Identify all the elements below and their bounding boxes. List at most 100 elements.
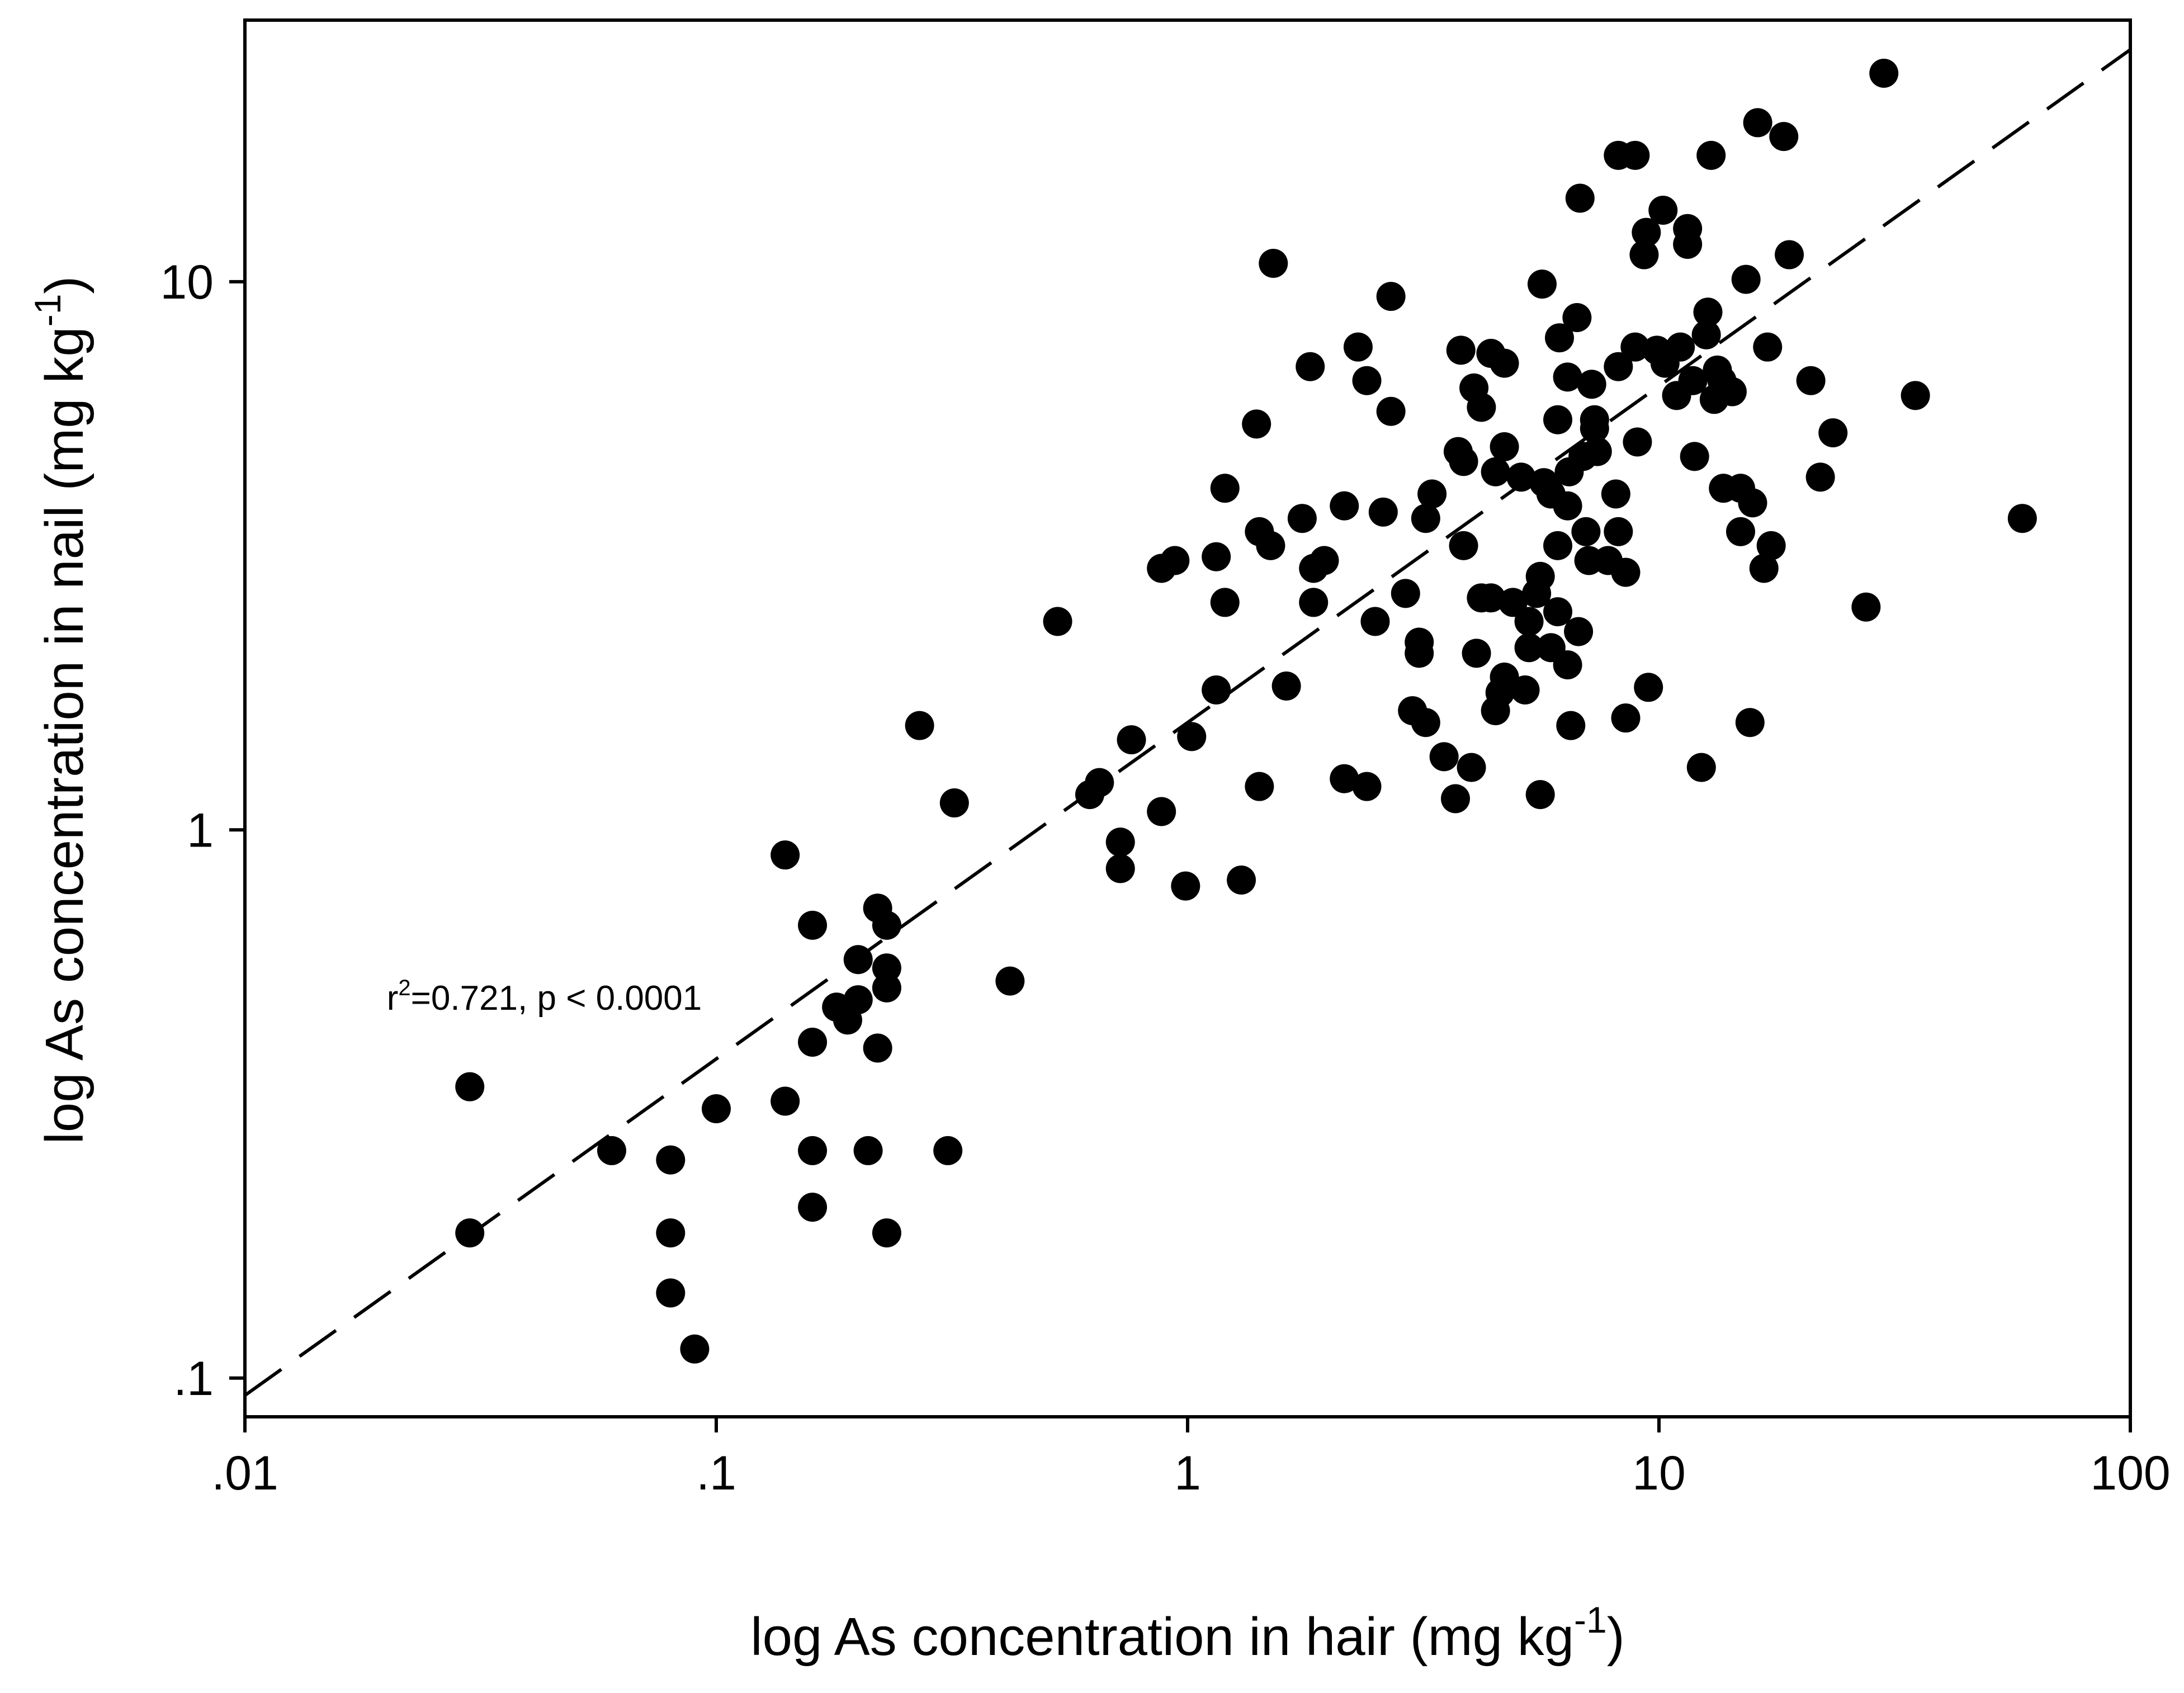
data-point <box>1256 531 1285 560</box>
data-point <box>1490 432 1519 461</box>
data-point <box>1620 140 1650 170</box>
data-point <box>1775 240 1804 269</box>
data-point <box>680 1334 710 1364</box>
data-point <box>1851 592 1881 622</box>
data-point <box>1449 447 1478 476</box>
data-point <box>1330 491 1359 521</box>
x-tick-label: .1 <box>696 1446 736 1500</box>
data-point <box>1556 711 1586 740</box>
data-point <box>1901 381 1930 410</box>
data-point <box>1514 607 1544 636</box>
annotation-text: =0.721, p < 0.0001 <box>411 979 702 1018</box>
data-point <box>1696 140 1726 170</box>
data-point <box>1735 708 1765 737</box>
data-point <box>1245 772 1274 801</box>
data-point <box>872 910 901 940</box>
data-point <box>1648 196 1678 225</box>
data-point <box>1242 409 1271 439</box>
data-point <box>1449 531 1478 560</box>
data-point <box>1310 546 1339 575</box>
data-point <box>1376 396 1406 426</box>
y-axis-title-sup: -1 <box>27 294 68 327</box>
data-point <box>455 1072 485 1101</box>
data-point <box>1160 546 1190 575</box>
data-point <box>1553 650 1582 680</box>
data-point <box>597 1136 626 1165</box>
data-point <box>2007 504 2037 533</box>
data-point <box>939 788 969 818</box>
data-point <box>1525 780 1555 810</box>
data-point <box>1481 457 1510 486</box>
data-point <box>1611 703 1641 733</box>
annotation-sup: 2 <box>398 976 410 1000</box>
data-point <box>1352 772 1382 801</box>
data-point <box>1462 639 1491 668</box>
data-point <box>1105 827 1135 857</box>
data-point <box>1440 784 1470 814</box>
data-point <box>905 711 934 740</box>
data-point <box>1620 332 1650 362</box>
data-point <box>1604 352 1633 381</box>
data-point <box>1577 370 1606 399</box>
data-point <box>1666 332 1695 362</box>
data-point <box>1405 639 1434 668</box>
data-point <box>798 1136 828 1165</box>
x-axis-title-sup: -1 <box>1574 1599 1607 1640</box>
data-point <box>1673 214 1703 243</box>
data-point <box>1085 768 1114 797</box>
data-point <box>1490 348 1519 378</box>
x-tick-label: 10 <box>1632 1446 1686 1500</box>
data-point <box>933 1136 963 1165</box>
y-axis-ticks: .1 1 10 <box>160 256 245 1406</box>
y-tick-label: .1 <box>173 1352 214 1406</box>
data-point <box>1498 588 1528 617</box>
data-point <box>1678 366 1708 395</box>
data-point <box>1562 303 1592 333</box>
data-point <box>1629 240 1659 269</box>
data-point <box>1818 418 1848 448</box>
data-point <box>1296 352 1325 381</box>
data-point <box>1726 517 1755 546</box>
regression-fit-line <box>244 48 2131 1397</box>
data-point <box>1543 531 1573 560</box>
y-tick-label: 10 <box>160 256 214 309</box>
data-point <box>1623 427 1652 457</box>
data-point <box>702 1094 731 1124</box>
annotation-prefix: r <box>387 979 399 1018</box>
data-point <box>853 1136 883 1165</box>
x-axis-title-close: ) <box>1607 1607 1625 1667</box>
data-point <box>770 840 800 870</box>
x-tick-label: 100 <box>2090 1446 2171 1500</box>
data-point <box>1271 671 1301 701</box>
plot-area-frame <box>243 18 2132 1418</box>
data-point <box>1564 617 1594 646</box>
data-point <box>872 973 901 1002</box>
data-point <box>1527 269 1557 299</box>
data-point <box>1611 557 1641 587</box>
y-axis-title: log As concentration in nail (mg kg-1) <box>27 276 94 1145</box>
data-point <box>798 1193 828 1222</box>
data-point <box>1391 579 1420 608</box>
data-point <box>656 1218 686 1248</box>
fit-statistics-annotation: r2=0.721, p < 0.0001 <box>387 976 702 1018</box>
data-point <box>1604 517 1633 546</box>
data-point <box>798 910 828 940</box>
data-point <box>1743 108 1772 138</box>
data-point <box>1571 517 1601 546</box>
data-point <box>1738 488 1767 518</box>
data-point <box>1731 264 1761 294</box>
data-point <box>1525 561 1555 591</box>
data-point <box>1446 335 1476 365</box>
x-tick-label: 1 <box>1174 1446 1201 1500</box>
data-point <box>1632 217 1661 247</box>
data-point <box>1411 708 1440 737</box>
data-point <box>770 1086 800 1116</box>
data-point <box>1769 122 1799 152</box>
data-point <box>1805 462 1835 492</box>
data-point <box>1368 497 1398 527</box>
data-point <box>1360 607 1390 636</box>
data-point <box>1330 764 1359 793</box>
data-point <box>1429 742 1459 772</box>
data-point <box>1753 332 1783 362</box>
